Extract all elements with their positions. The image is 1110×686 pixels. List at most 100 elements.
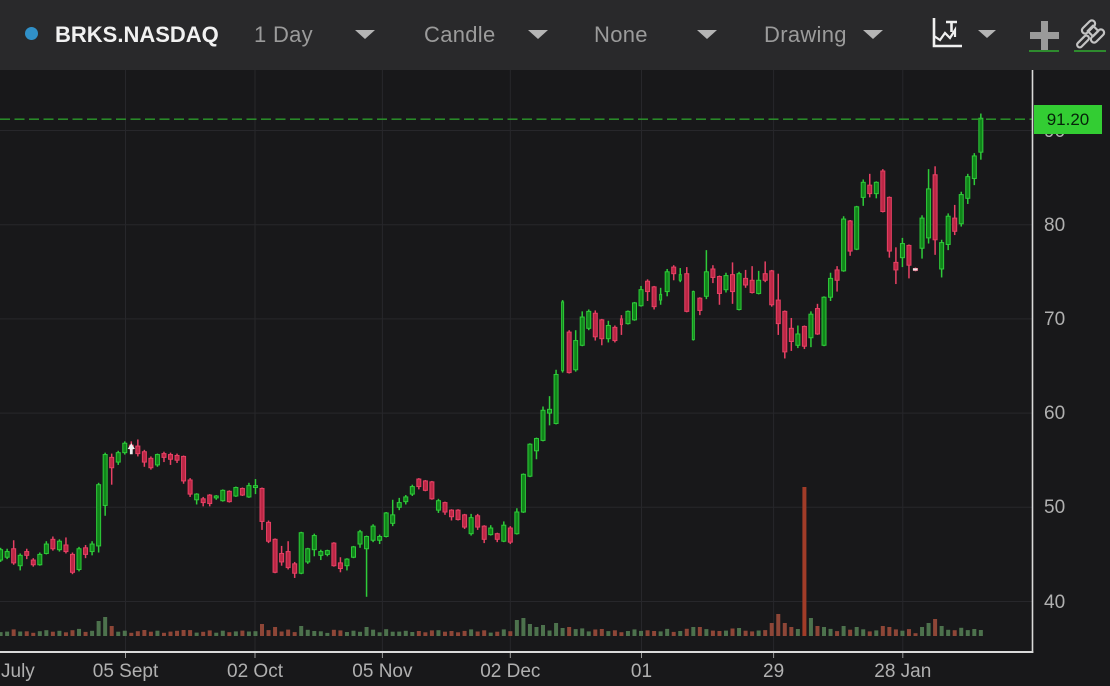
volume-bar [266, 630, 271, 636]
add-icon[interactable] [1029, 20, 1060, 51]
volume-bar [763, 630, 768, 636]
y-axis-label: 40 [1044, 591, 1066, 613]
drawing-caret-down-icon[interactable] [863, 30, 883, 39]
candle-down [442, 502, 448, 513]
volume-bar [501, 629, 506, 636]
trade-up-arrow-marker [127, 443, 135, 455]
volume-bar [260, 624, 264, 636]
candle-down [416, 478, 422, 488]
volume-bar [678, 631, 683, 636]
volume-bar [44, 630, 49, 636]
volume-bar [449, 631, 454, 636]
symbol-name[interactable]: BRKS.NASDAQ [55, 22, 219, 47]
volume-bar [900, 630, 905, 636]
volume-bar [253, 631, 258, 636]
volume-bar [469, 629, 474, 636]
candle-up [43, 543, 49, 554]
volume-bar [50, 631, 55, 636]
candle-up [370, 525, 376, 541]
candle-down [455, 509, 461, 521]
candle-down [612, 326, 618, 342]
chart-type-dropdown-label[interactable]: Candle [424, 22, 496, 47]
volume-bar [103, 617, 108, 636]
volume-bar [861, 629, 866, 636]
volume-bar [129, 632, 134, 636]
volume-bar [906, 629, 911, 636]
candle-up [122, 442, 128, 454]
candle-down [148, 457, 154, 469]
candle-up [605, 324, 611, 340]
drawing-dropdown-label[interactable]: Drawing [764, 22, 847, 47]
x-axis-label: 28 Jan [874, 661, 932, 682]
x-axis-label: 05 Nov [352, 661, 413, 682]
candle-down [814, 308, 820, 335]
candle-down [494, 533, 500, 540]
candle-up [520, 473, 526, 513]
candle-down [174, 454, 180, 461]
candle-up [625, 310, 631, 325]
volume-bar [0, 632, 3, 636]
volume-bar [593, 629, 598, 636]
volume-bar [429, 630, 434, 636]
candle-up [808, 313, 814, 339]
volume-bar [874, 630, 879, 636]
volume-bar [795, 629, 800, 636]
volume-bar [201, 631, 206, 636]
candle-down [259, 487, 265, 522]
period-dropdown-label[interactable]: 1 Day [254, 22, 313, 47]
volume-bar [547, 630, 552, 636]
volume-bar [978, 630, 983, 636]
volume-bar [952, 630, 957, 636]
candle-up [723, 275, 729, 291]
volume-bar [358, 631, 363, 636]
volume-bar [220, 630, 225, 636]
volume-bar [31, 632, 36, 636]
candle-down [775, 299, 781, 325]
volume-bar [227, 632, 232, 636]
volume-bar [70, 630, 75, 636]
chart-type-caret-down-icon[interactable] [528, 30, 548, 39]
candle-up [631, 302, 637, 321]
candle-up [154, 454, 160, 466]
candle-up [533, 438, 539, 452]
candle-down [272, 538, 278, 573]
candlestick-plot[interactable] [0, 70, 1110, 686]
candle-down [50, 538, 56, 550]
candle-down [801, 325, 807, 347]
overlay-caret-down-icon[interactable] [697, 30, 717, 39]
volume-bar [416, 631, 421, 636]
volume-bar [475, 631, 480, 636]
candle-down [207, 494, 213, 505]
candle-down [187, 479, 193, 495]
candle-down [292, 563, 298, 574]
period-caret-down-icon[interactable] [355, 30, 375, 39]
candle-up [527, 443, 533, 477]
volume-bar [116, 631, 121, 636]
candle-up [756, 279, 762, 294]
volume-bar [710, 630, 715, 636]
chart-annotation-caret-down-icon[interactable] [978, 30, 996, 38]
volume-bar [286, 629, 291, 636]
volume-bar [233, 631, 238, 636]
volume-bar [652, 631, 657, 636]
candle-up [115, 452, 121, 463]
volume-bar [835, 631, 840, 636]
volume-bar [83, 631, 88, 636]
candle-down [168, 454, 174, 460]
candle-up [213, 495, 219, 499]
volume-bar [756, 630, 761, 636]
candle-down [599, 319, 605, 340]
candle-up [488, 527, 494, 536]
candle-up [252, 485, 258, 489]
overlay-dropdown-label[interactable]: None [594, 22, 648, 47]
candle-up [821, 296, 827, 346]
volume-bar [384, 629, 389, 636]
chart-annotation-icon[interactable] [931, 17, 963, 49]
gavel-icon[interactable] [1074, 17, 1108, 51]
volume-bar [168, 631, 173, 636]
candle-up [795, 333, 801, 346]
candle-up [561, 301, 565, 372]
volume-bar [573, 629, 578, 636]
candle-down [743, 277, 749, 286]
